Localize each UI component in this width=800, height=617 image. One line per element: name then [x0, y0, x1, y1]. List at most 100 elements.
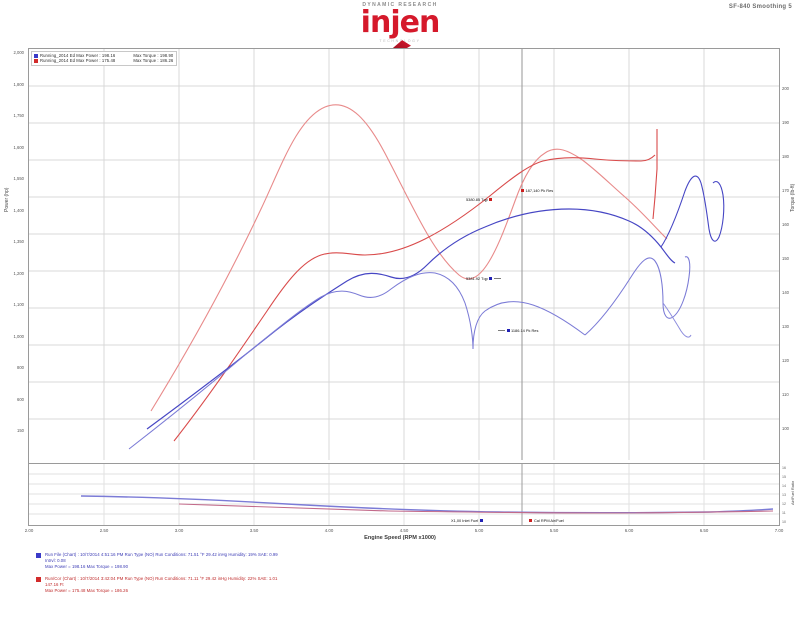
annotation-blue-peak: 1186.14 Pk Res — [498, 328, 538, 333]
run-blue-line2: Intrvl: 0.08 — [45, 558, 66, 564]
annotation-blue-torque-label: 5381.92 Tqp — [466, 276, 488, 281]
subplot-swatch-blue — [480, 519, 484, 522]
series-intake-power-peak — [660, 175, 725, 248]
subplot-series-cal-airfuel — [178, 503, 774, 514]
legend-row-red: Running_2014 Ed Max Power : 175.48 Max T… — [34, 58, 173, 63]
y-tick-right: 150 — [782, 256, 789, 261]
legend-red-torque: Max Torque : 186.26 — [133, 58, 174, 64]
run-blue-text: Run File (Chart) : 10/7/2014 4:51:16 PM … — [45, 552, 278, 571]
annotation-marker-blue — [489, 277, 493, 280]
y-tick-left: 1,800 — [13, 81, 24, 87]
run-red-line1: Run/Cor (Chart) : 10/7/2014 3:42:04 PM R… — [45, 575, 278, 581]
x-tick: 5.50 — [549, 528, 559, 533]
y-tick-right: 110 — [782, 392, 789, 397]
run-entry-blue: Run File (Chart) : 10/7/2014 4:51:16 PM … — [36, 552, 776, 571]
run-blue-line1: Run File (Chart) : 10/7/2014 4:51:16 PM … — [45, 552, 278, 557]
brand-wordmark: injen — [360, 5, 441, 40]
run-red-line3: Max Power = 175.48 Max Torque = 186.26 — [45, 588, 129, 594]
x-tick: 7.00 — [774, 528, 784, 533]
annotation-red-peak-label: 187,140 Pk Res — [525, 188, 554, 193]
annotation-leader-line-2 — [498, 330, 505, 331]
annotation-leader-line — [493, 278, 501, 279]
x-tick: 5.00 — [474, 528, 484, 533]
annotation-blue-peak-label: 1186.14 Pk Res — [511, 328, 539, 333]
subplot-tick: 15 — [782, 475, 786, 479]
run-swatch-blue — [36, 553, 41, 558]
y-tick-left: 1,600 — [13, 144, 24, 150]
subplot-tick: 12 — [782, 502, 786, 506]
series-secondary-blue — [662, 302, 692, 338]
subplot-legend-blue-label: X1,00 Inlet Fuel — [451, 518, 479, 523]
subplot-vertical-gridlines — [103, 464, 705, 525]
x-tick: 2.00 — [24, 528, 34, 533]
dyno-model-note: SF-840 Smoothing 5 — [728, 4, 792, 10]
y-tick-left: 600 — [17, 396, 24, 402]
annotation-red-peak: 187,140 Pk Res — [521, 188, 553, 193]
injen-logo: DYNAMIC RESEARCH injen TECHNOLOGY — [330, 2, 470, 54]
annotation-red-torque-label: 5380.85 Tqp — [466, 197, 488, 202]
vertical-gridlines — [103, 49, 705, 460]
subplot-tick: 11 — [782, 511, 786, 515]
run-entry-red: Run/Cor (Chart) : 10/7/2014 3:42:04 PM R… — [36, 576, 776, 595]
y-tick-left: 1,350 — [13, 239, 24, 244]
x-axis-title: Engine Speed (RPM x1000) — [364, 535, 436, 541]
x-tick: 3.00 — [174, 528, 184, 533]
x-tick: 3.50 — [249, 528, 259, 533]
run-blue-line3: Max Power = 198.16 Max Torque = 198.90 — [45, 564, 129, 570]
run-red-text: Run/Cor (Chart) : 10/7/2014 3:42:04 PM R… — [45, 576, 277, 595]
x-tick: 4.50 — [399, 528, 409, 533]
run-swatch-red — [36, 576, 41, 582]
y-tick-left: 1,200 — [13, 270, 24, 276]
series-intake-power — [146, 208, 676, 430]
y-tick-right: 160 — [782, 222, 789, 227]
series-intake-torque-peak — [584, 256, 691, 336]
subplot-legend-red-label: Cal RPM Air/Fuel — [534, 518, 564, 523]
subplot-legend-blue: X1,00 Inlet Fuel — [451, 518, 484, 523]
y-tick-right: 140 — [782, 290, 789, 295]
y-tick-left: 1,750 — [13, 113, 24, 118]
annotation-marker-blue-2 — [506, 329, 510, 332]
subplot-tick: 13 — [782, 493, 786, 497]
subplot-tick: 14 — [782, 484, 786, 488]
legend-swatch-blue — [34, 53, 38, 58]
y-tick-left: 1,550 — [13, 176, 24, 181]
y-tick-left: 1,000 — [13, 333, 24, 339]
y-tick-right: 200 — [782, 86, 789, 91]
legend-row-blue: Running_2014 Ed Max Power : 198.16 Max T… — [34, 53, 173, 58]
x-tick: 6.00 — [624, 528, 634, 533]
annotation-red-torque: 5380.85 Tqp — [466, 197, 493, 202]
y-tick-right: 190 — [782, 120, 789, 125]
airfuel-subplot: X1,00 Inlet Fuel Cal RPM Air/Fuel — [29, 463, 779, 525]
y-tick-right: 180 — [782, 154, 789, 159]
y-tick-left: 150 — [17, 428, 24, 433]
y-tick-right: 100 — [782, 426, 789, 431]
series-intake-torque — [128, 272, 586, 450]
y-tick-right: 120 — [782, 358, 789, 363]
y-tick-left: 1,100 — [13, 302, 24, 307]
run-legend: Run File (Chart) : 10/7/2014 4:51:16 PM … — [36, 552, 776, 599]
run-red-line2: 147.16 Ft — [45, 581, 64, 587]
x-tick: 4.00 — [324, 528, 334, 533]
annotation-marker-red — [521, 189, 524, 192]
subplot-svg — [29, 464, 779, 525]
plot-legend: Running_2014 Ed Max Power : 198.16 Max T… — [31, 51, 178, 66]
annotation-marker-red-2 — [489, 198, 493, 201]
y-tick-right: 130 — [782, 324, 789, 329]
x-tick: 2.50 — [99, 528, 109, 533]
brand-subtitle: TECHNOLOGY — [379, 39, 421, 43]
x-tick: 6.50 — [699, 528, 709, 533]
y-tick-left: 1,400 — [13, 207, 24, 213]
subplot-legend-red: Cal RPM Air/Fuel — [529, 518, 564, 523]
legend-blue-torque: Max Torque : 198.90 — [133, 53, 174, 58]
legend-blue-power: Running_2014 Ed Max Power : 198.16 — [40, 53, 116, 58]
subplot-tick: 10 — [782, 520, 786, 524]
brand-tagline: DYNAMIC RESEARCH — [362, 2, 438, 8]
main-plot-svg — [29, 49, 779, 460]
subplot-tick: 16 — [782, 466, 786, 470]
series-stock-power-spike — [652, 129, 658, 220]
y-tick-right: 170 — [782, 188, 789, 193]
subplot-swatch-red — [529, 519, 532, 522]
legend-red-power: Running_2014 Ed Max Power : 175.48 — [40, 58, 116, 64]
annotation-blue-torque: 5381.92 Tqp — [466, 276, 501, 281]
